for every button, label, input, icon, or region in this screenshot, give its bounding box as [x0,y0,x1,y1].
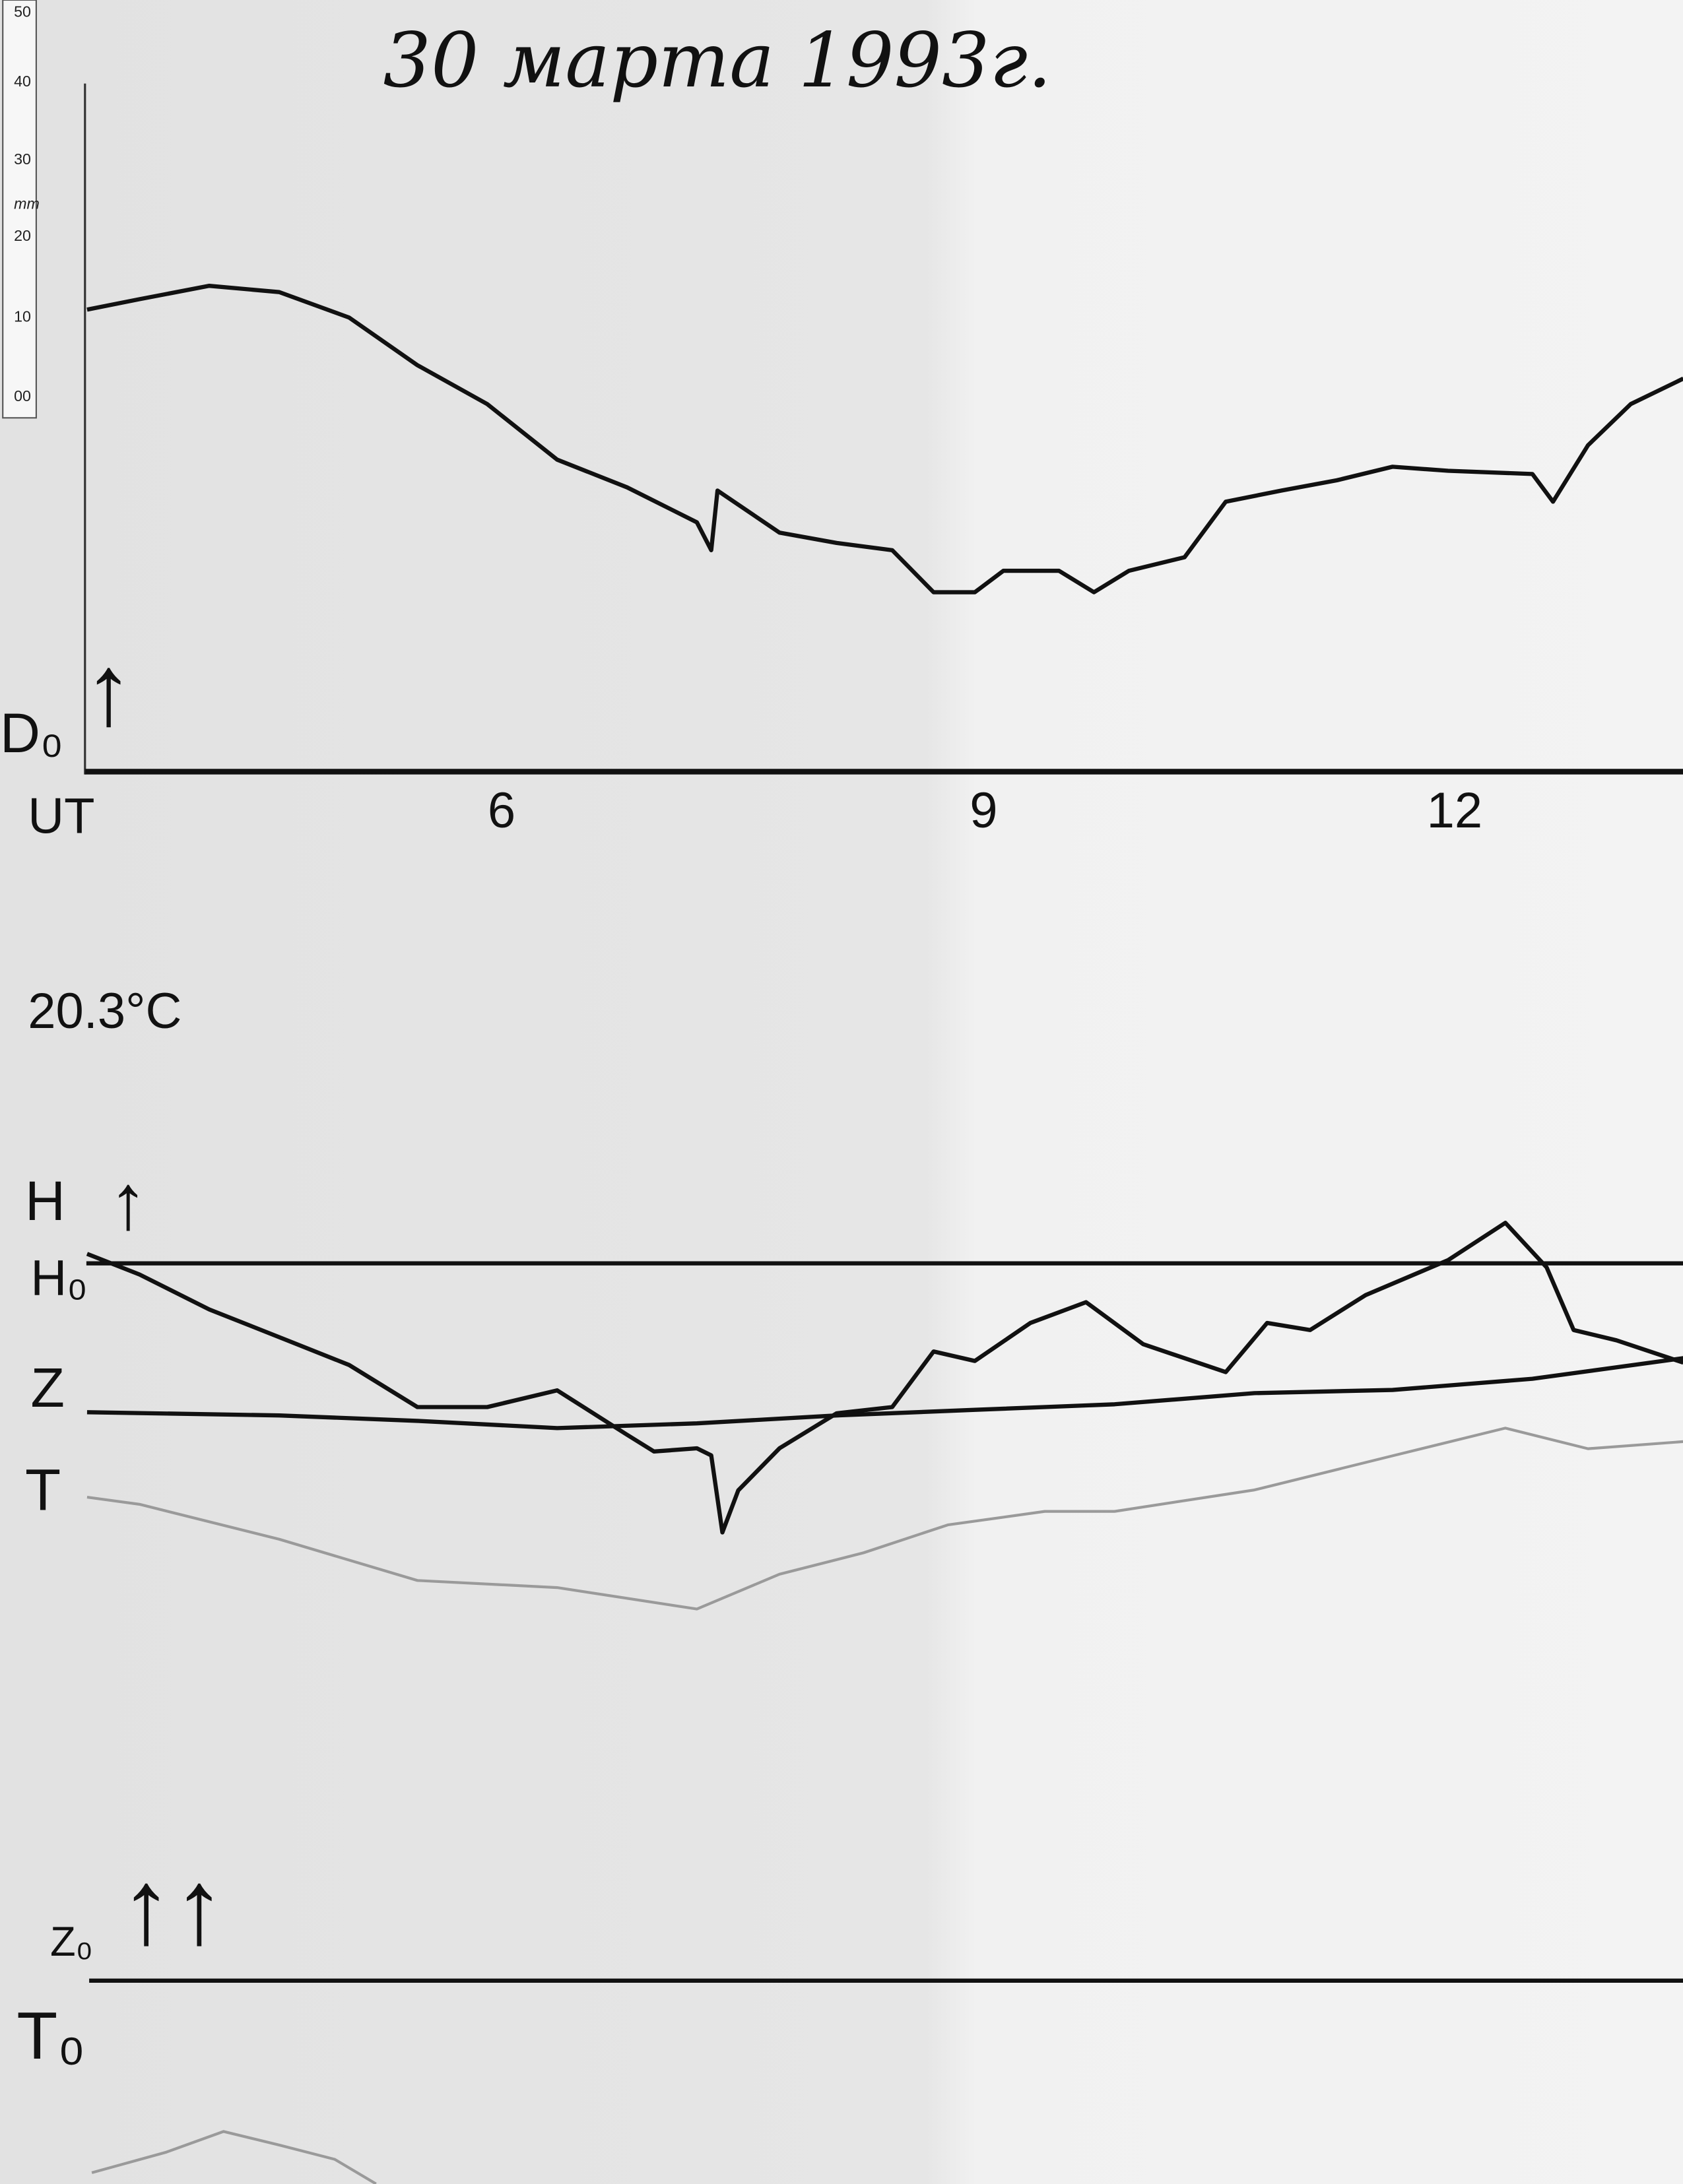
h0-label: H₀ [30,1250,87,1306]
h-label: H [25,1170,65,1232]
ruler-label-20: 20 [14,227,31,244]
ruler-label-50: 50 [14,3,31,20]
trace-t [86,1427,1683,1611]
z-label: Z [30,1357,65,1419]
ruler-label-10: 10 [14,308,31,325]
ruler-label-40: 40 [14,73,31,90]
ruler-unit: mm [14,195,40,212]
tick-label-12: 12 [1427,783,1483,839]
trace-z [86,1356,1683,1430]
traces [86,284,1683,2184]
time-axis-label: UT [28,788,94,844]
mm-ruler: 50 40 30 mm 20 10 00 [2,0,40,419]
t0-label: T₀ [16,1999,85,2073]
t-label: T [25,1457,61,1522]
tick-label-9: 9 [970,783,997,839]
tick-label-6: 6 [488,783,515,839]
d0-label: D₀ [0,702,63,764]
ruler-label-00: 00 [14,387,31,404]
temperature-label: 20.3°C [28,983,182,1039]
ruler-label-30: 30 [14,150,31,168]
z0-label: Z₀ [50,1919,93,1965]
h-arrow: ↑ [109,1159,148,1246]
chart-title: 30 марта 1993г. [383,16,1052,104]
trace-h [86,1221,1683,1535]
d-arrow: ↑ [84,634,134,746]
double-arrow: ↑↑ [120,1847,226,1966]
trace-d [86,284,1683,594]
trace-lower-4 [91,2130,377,2184]
